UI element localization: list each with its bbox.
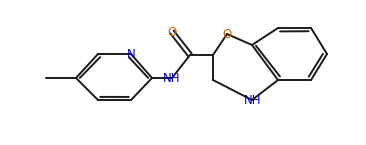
Text: O: O (223, 28, 232, 40)
Text: N: N (127, 48, 135, 60)
Text: O: O (167, 26, 177, 39)
Text: NH: NH (244, 94, 262, 106)
Text: NH: NH (163, 71, 181, 85)
